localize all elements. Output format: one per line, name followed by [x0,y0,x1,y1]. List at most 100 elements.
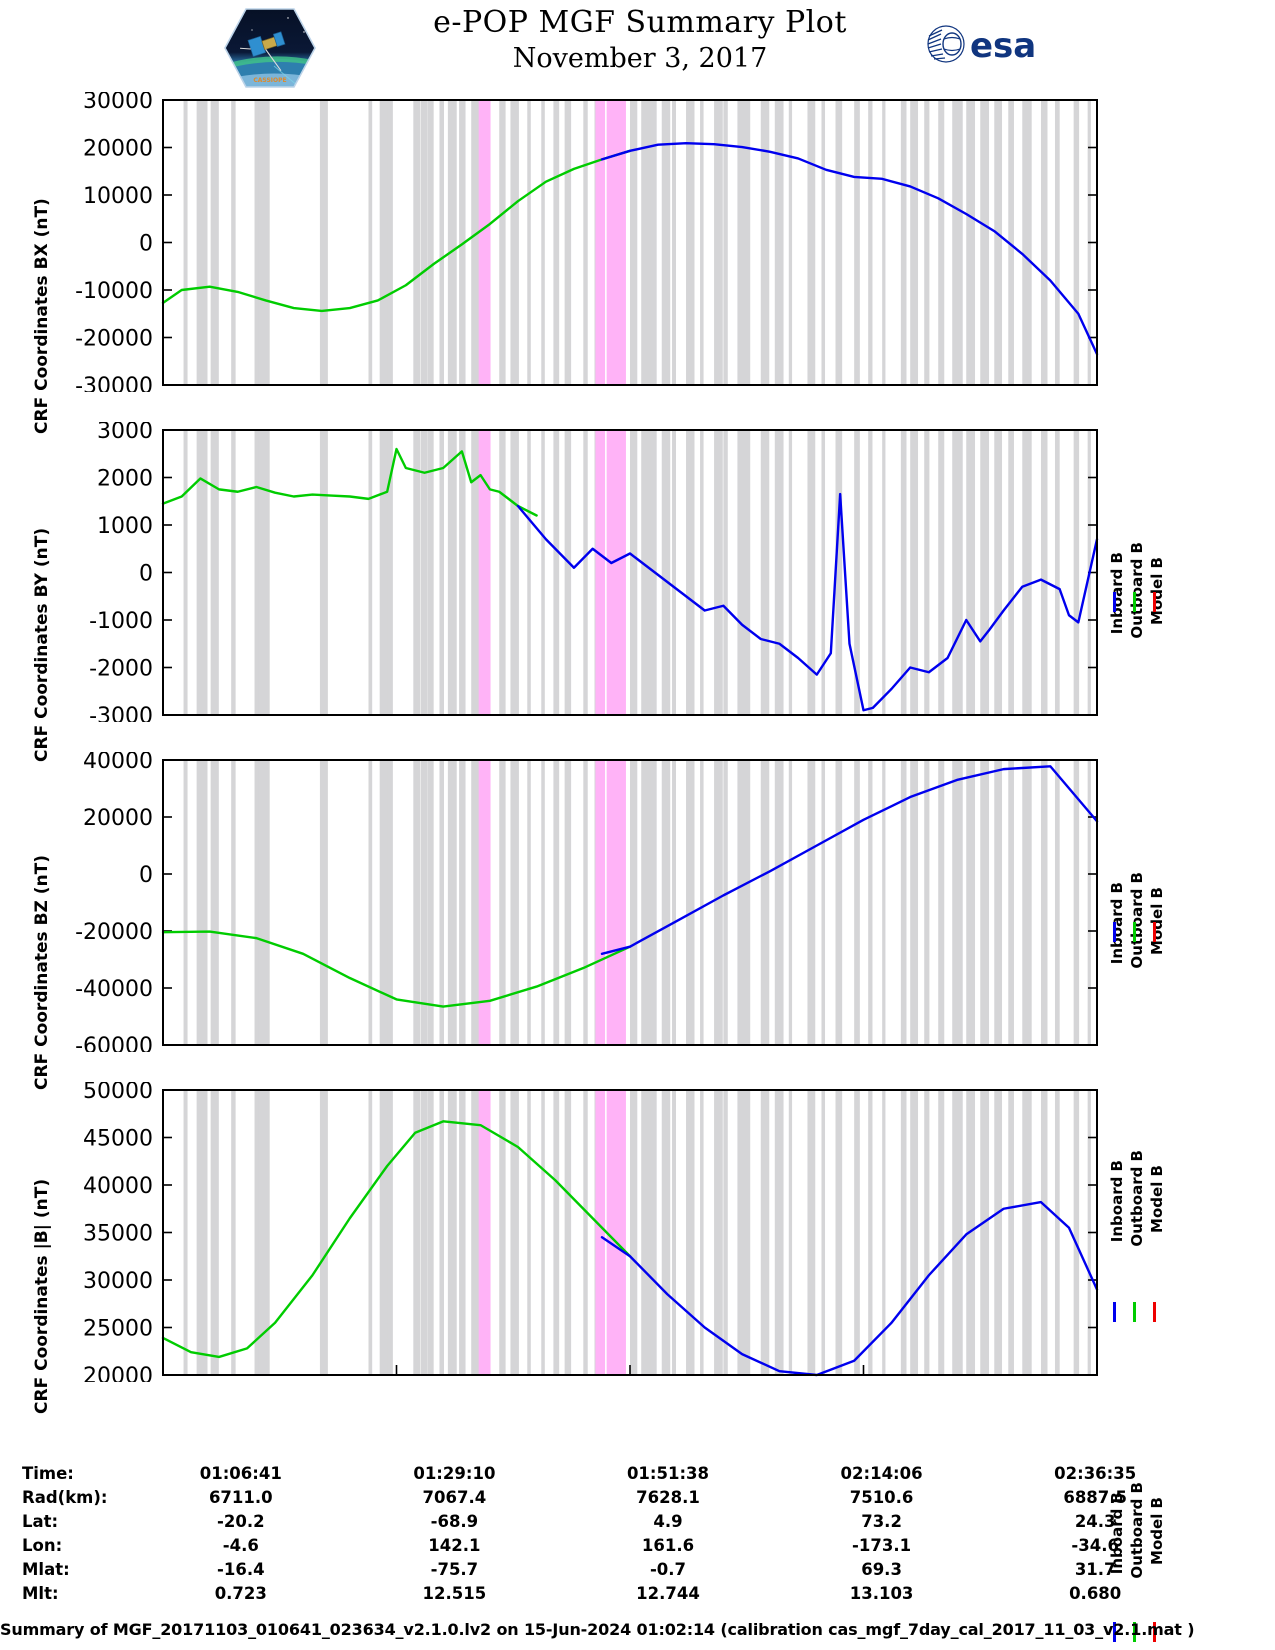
footer-caption: Summary of MGF_20171103_010641_023634_v2… [0,1620,1195,1639]
svg-text:3000: 3000 [97,422,153,444]
panel-bx-ylabel: CRF Coordinates BX (nT) [32,198,52,434]
svg-text:40000: 40000 [83,1174,153,1199]
ephemeris-row-label: Mlt: [22,1584,59,1603]
svg-text:-30000: -30000 [75,374,153,392]
panel-bz: CRF Coordinates BZ (nT) -60000 -40000 -200… [0,752,1275,1322]
svg-text:30000: 30000 [83,1269,153,1294]
svg-text:20000: 20000 [83,137,153,162]
legend-swatch-inboard [1113,592,1116,612]
page-header: CASSIOPE e-POP MGF Summary Plot November… [0,0,1275,92]
panel-by-ylabel: CRF Coordinates BY (nT) [32,527,52,762]
ephemeris-row: Mlat: -16.4 -75.7 -0.7 69.3 31.7 [22,1558,1202,1582]
ephemeris-row-label: Lat: [22,1512,59,1531]
svg-text:-2000: -2000 [89,657,153,682]
ephemeris-value: 4.9 [653,1512,683,1531]
legend-swatch-inboard [1113,922,1116,942]
svg-text:0: 0 [139,562,153,587]
panel-by: CRF Coordinates BY (nT) -3000 -2000 -1000 0… [0,422,1275,969]
ephemeris-value: 142.1 [428,1536,481,1555]
title-main: e-POP MGF Summary Plot [433,5,847,40]
ephemeris-row: Lon: -4.6 142.1 161.6 -173.1 -34.6 [22,1534,1202,1558]
ephemeris-row: Time: 01:06:41 01:29:10 01:51:38 02:14:06 02:… [22,1462,1202,1486]
ephemeris-value: 02:36:35 [1054,1464,1137,1483]
svg-text:0: 0 [139,863,153,888]
ephemeris-value: 12.515 [422,1584,487,1603]
ephemeris-value: 01:51:38 [626,1464,710,1483]
svg-text:1000: 1000 [97,514,153,539]
ephemeris-value: 73.2 [861,1512,902,1531]
ephemeris-value: -75.7 [430,1560,479,1579]
svg-text:-3000: -3000 [89,704,153,722]
svg-text:25000: 25000 [83,1317,153,1342]
ephemeris-row: Rad(km): 6711.0 7067.4 7628.1 7510.6 6887.5 [22,1486,1202,1510]
ephemeris-grid: Time: 01:06:41 01:29:10 01:51:38 02:14:06 02:… [22,1462,1202,1606]
svg-text:-60000: -60000 [75,1034,153,1052]
svg-text:-20000: -20000 [75,920,153,945]
ephemeris-table: Time: 01:06:41 01:29:10 01:51:38 02:14:06 02:… [0,1462,1275,1606]
legend-swatch-outboard [1133,1622,1136,1642]
ephemeris-row-label: Mlat: [22,1560,70,1579]
ephemeris-value: -20.2 [217,1512,265,1531]
ephemeris-value: 12.744 [636,1584,700,1603]
legend-swatch-outboard [1133,1302,1136,1322]
ephemeris-value: 0.723 [214,1584,267,1603]
ephemeris-row-label: Lon: [22,1536,63,1555]
esa-wordmark: esa [970,26,1036,66]
legend-swatch-model [1153,1302,1156,1322]
esa-logo: esa [922,20,1052,68]
page-title: e-POP MGF Summary Plot November 3, 2017 [330,4,950,76]
svg-text:20000: 20000 [83,806,153,831]
svg-text:50000: 50000 [83,1082,153,1104]
svg-text:45000: 45000 [83,1127,153,1152]
ephemeris-value: 01:29:10 [413,1464,496,1483]
cassiope-mission-logo: CASSIOPE [222,6,318,90]
ephemeris-row-label: Time: [22,1464,74,1483]
ephemeris-value: 6711.0 [208,1488,273,1507]
svg-text:2000: 2000 [97,467,153,492]
ephemeris-value: 7067.4 [422,1488,487,1507]
ephemeris-value: -16.4 [217,1560,265,1579]
svg-text:35000: 35000 [83,1222,153,1247]
ephemeris-value: 7628.1 [636,1488,700,1507]
ephemeris-value: 7510.6 [849,1488,914,1507]
legend-swatch-model [1153,1622,1156,1642]
legend-swatch-inboard [1113,1302,1116,1322]
title-subtitle: November 3, 2017 [512,43,768,74]
panel-bx: CRF Coordinates BX (nT) -30000 -20000 -100… [0,92,1275,639]
ephemeris-value: -173.1 [852,1536,912,1555]
ephemeris-value: 24.3 [1074,1512,1116,1531]
svg-text:-10000: -10000 [75,279,153,304]
legend-swatch-inboard [1113,1622,1116,1642]
panel-btotal-ylabel: CRF Coordinates |B| (nT) [32,1178,52,1414]
ephemeris-value: 69.3 [861,1560,902,1579]
ephemeris-value: -0.7 [649,1560,687,1579]
legend-swatch-model [1153,592,1156,612]
legend-swatch-model [1153,922,1156,942]
ephemeris-row: Mlt: 0.723 12.515 12.744 13.103 0.680 [22,1582,1202,1606]
ephemeris-value: -34.6 [1071,1536,1119,1555]
mission-logo-label: CASSIOPE [253,77,286,84]
svg-text:20000: 20000 [83,1364,153,1382]
ephemeris-value: 161.6 [641,1536,695,1555]
ephemeris-row: Lat: -20.2 -68.9 4.9 73.2 24.3 [22,1510,1202,1534]
ephemeris-value: -68.9 [430,1512,479,1531]
ephemeris-value: 13.103 [849,1584,914,1603]
svg-text:10000: 10000 [83,184,153,209]
svg-text:-20000: -20000 [75,327,153,352]
svg-text:-40000: -40000 [75,977,153,1002]
legend-swatch-outboard [1133,592,1136,612]
panel-btotal: CRF Coordinates |B| (nT) 20000 25000 30000… [0,1082,1275,1642]
ephemeris-value: 0.680 [1069,1584,1122,1603]
ephemeris-value: 01:06:41 [199,1464,282,1483]
legend-swatch-outboard [1133,922,1136,942]
svg-text:0: 0 [139,232,153,257]
svg-text:40000: 40000 [83,752,153,774]
ephemeris-value: -4.6 [222,1536,259,1555]
ephemeris-value: 31.7 [1074,1560,1116,1579]
svg-text:30000: 30000 [83,92,153,114]
svg-text:-1000: -1000 [89,609,153,634]
panel-bz-ylabel: CRF Coordinates BZ (nT) [32,854,52,1090]
ephemeris-value: 02:14:06 [840,1464,923,1483]
ephemeris-value: 6887.5 [1063,1488,1128,1507]
ephemeris-row-label: Rad(km): [22,1488,108,1507]
